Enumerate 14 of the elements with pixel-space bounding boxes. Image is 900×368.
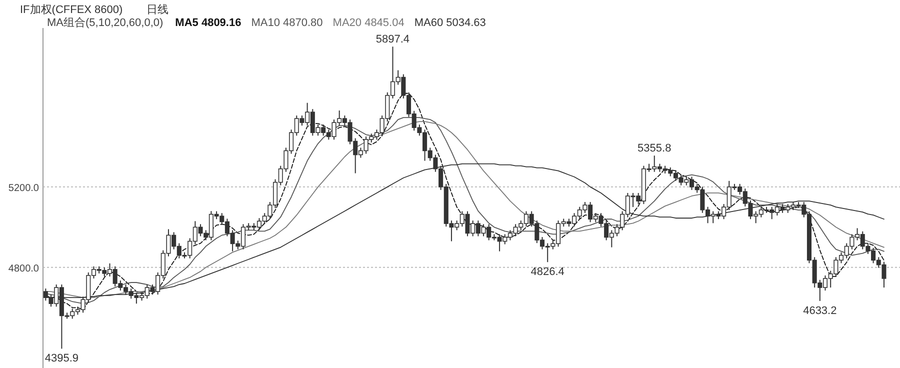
text: MA5 4809.16: [175, 17, 242, 29]
annotation: 4395.9: [44, 352, 79, 365]
y-tick-label: 4800.0: [8, 263, 40, 274]
legend-title: MA组合(5,10,20,60,0,0): [47, 16, 164, 29]
annotation: 5897.4: [376, 34, 410, 46]
annotation: 4633.2: [803, 304, 837, 317]
chart-subtitle: 日线: [146, 3, 169, 16]
annotation: 5355.8: [638, 142, 672, 155]
text: MA60 5034.63: [414, 17, 486, 29]
annotation: 4826.4: [530, 266, 564, 278]
y-tick-label: 5200.0: [8, 182, 40, 194]
text: MA20 4845.04: [332, 17, 404, 29]
chart-title: IF加权(CFFEX 8600): [20, 3, 123, 16]
text: MA10 4870.80: [251, 17, 323, 29]
